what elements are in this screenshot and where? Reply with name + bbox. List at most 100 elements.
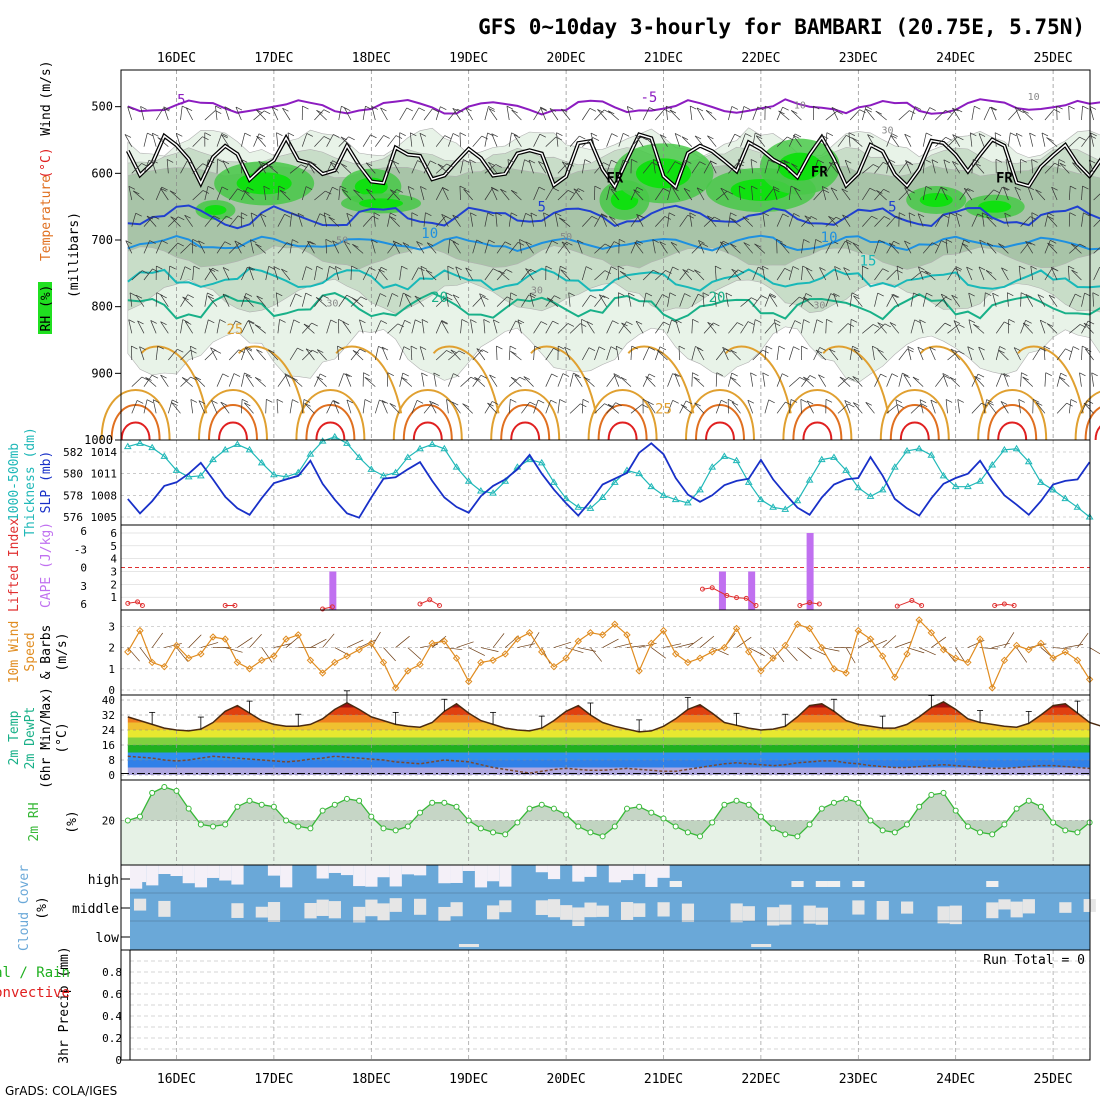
wind-barb: [853, 402, 863, 414]
wind-barb: [876, 190, 887, 201]
wind-barb-flag: [303, 323, 311, 328]
wind-barb: [740, 321, 749, 334]
wind-barb: [931, 159, 936, 174]
wind-barb-flag: [1033, 399, 1040, 403]
wind-barb-flag: [152, 268, 159, 273]
wind-barb-flag: [365, 162, 373, 167]
rh-point: [977, 829, 984, 836]
wind-barb: [399, 372, 404, 387]
wind-barb: [839, 376, 851, 387]
wind-barb-flag: [556, 132, 563, 137]
wind-barb: [560, 269, 571, 281]
wind-barb-flag: [607, 403, 615, 408]
wind-barb-flag: [726, 190, 734, 195]
wind-barb-flag: [781, 159, 789, 164]
ylabel-2m-dewpt: 2m DewPt: [23, 707, 38, 770]
wind-barb: [655, 270, 666, 281]
wind-barb: [606, 375, 616, 387]
wind-speed-point: [124, 648, 132, 656]
wind-barb: [241, 399, 243, 414]
wind-barb: [890, 135, 900, 147]
wind-barb: [389, 403, 400, 414]
wind-barb-flag: [1065, 348, 1072, 353]
wind-barb: [935, 240, 942, 254]
wind-barb-flag: [416, 241, 423, 245]
wind-barb: [569, 323, 581, 334]
wind-barb-flag: [389, 403, 396, 407]
wind-barb: [151, 632, 163, 648]
cloud-gap-middle: [377, 903, 390, 921]
wind-barb-flag: [978, 266, 986, 271]
wind-barb: [545, 295, 555, 307]
wind-barb-flag: [1047, 242, 1054, 247]
wind-barb-flag: [187, 294, 194, 298]
wind-barb: [594, 403, 605, 414]
wind-barb-flag: [992, 292, 999, 297]
wind-barb: [715, 190, 728, 201]
wind-barb: [411, 107, 420, 121]
wind-barb: [491, 133, 498, 147]
wind-barb-flag: [297, 213, 305, 217]
temp-band: [127, 707, 1090, 715]
wind-barb: [659, 241, 668, 254]
wind-barb: [152, 399, 157, 414]
cloud-gap-middle: [438, 906, 451, 922]
wind-barb-flag: [1000, 401, 1008, 405]
wind-barb: [679, 400, 687, 414]
wind-barb-flag: [941, 187, 948, 191]
wind-speed-point: [696, 654, 704, 662]
wind-barb: [326, 319, 332, 334]
li-point: [919, 602, 925, 608]
li-line: [419, 599, 440, 606]
wind-barb: [337, 346, 340, 361]
wind-barb-flag: [943, 375, 951, 379]
wind-barb: [435, 106, 441, 121]
wind-barb: [665, 106, 668, 121]
wind-barb: [133, 190, 145, 201]
wind-barb-flag: [311, 322, 318, 327]
cloud-gap-high: [219, 865, 232, 881]
thickness-point: [1073, 503, 1082, 510]
warm-isotherm-arch: [217, 421, 248, 441]
wind-barb-flag: [577, 239, 584, 244]
wind-barb-flag: [680, 404, 688, 408]
wind-barb: [943, 647, 956, 662]
wind-barb: [904, 134, 912, 147]
wind-barb: [874, 268, 883, 281]
wind-barb: [472, 349, 483, 361]
wind-barb: [949, 376, 960, 387]
wind-barb: [679, 215, 689, 227]
isotherm-line: [127, 267, 1100, 292]
wind-barb: [350, 296, 362, 307]
wind-barb-flag: [396, 189, 403, 193]
wind-barb: [737, 159, 741, 174]
wind-barb: [1043, 346, 1046, 361]
wind-barb: [301, 266, 307, 281]
wind-speed-point: [842, 669, 850, 677]
wind-barb-flag: [160, 188, 167, 192]
wind-barb: [1025, 294, 1034, 307]
wind-barb-flag: [185, 321, 192, 325]
wind-barb: [861, 106, 867, 121]
wind-barb: [127, 647, 140, 662]
cloud-gap-high: [827, 881, 841, 887]
wind-barb: [344, 107, 352, 121]
wind-barb-flag: [333, 400, 340, 404]
wind-barb-flag: [309, 241, 316, 245]
warm-isotherm-arch: [315, 421, 346, 441]
wind-barb: [581, 108, 591, 121]
cloud-gap-middle: [231, 903, 244, 918]
wind-barb: [698, 240, 705, 254]
wind-barb: [155, 107, 164, 121]
wind-barb: [655, 188, 664, 201]
wind-barb: [338, 294, 347, 307]
wind-barb-flag: [129, 292, 137, 297]
cloud-gap-high: [377, 865, 390, 878]
wind-barb: [488, 162, 498, 174]
wind-barb-flag: [271, 106, 279, 111]
wind-barb: [776, 373, 783, 387]
wind-barb: [429, 400, 437, 414]
wind-barb-flag: [495, 164, 502, 168]
wind-speed-point: [416, 660, 424, 669]
